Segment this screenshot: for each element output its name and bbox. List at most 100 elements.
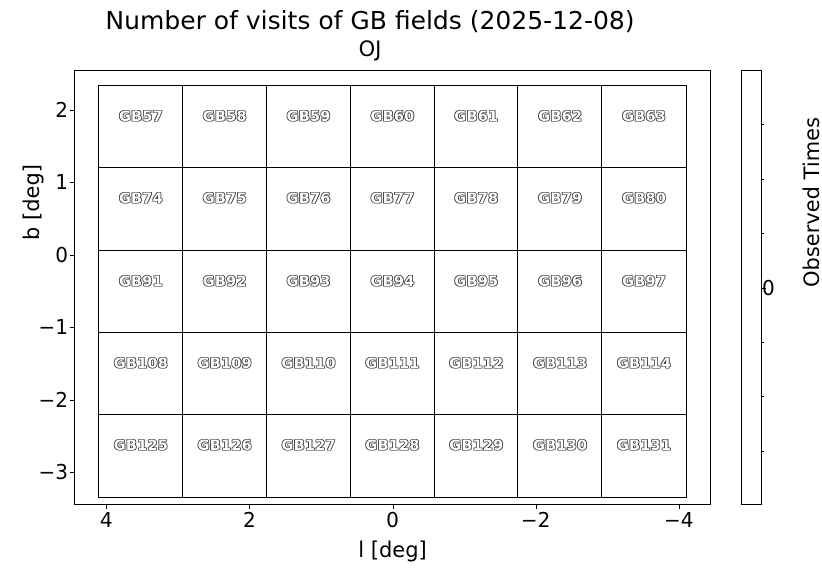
field-cell-label: GB58 xyxy=(202,109,247,126)
field-cell-label: GB126 xyxy=(197,438,252,455)
field-cell[interactable]: GB61 xyxy=(433,85,520,169)
field-cell[interactable]: GB93 xyxy=(265,249,352,334)
colorbar-minor-tick xyxy=(761,178,764,180)
field-cell[interactable]: GB113 xyxy=(517,331,603,416)
x-axis-tick-mark xyxy=(106,505,108,509)
field-cell-label: GB78 xyxy=(454,191,499,208)
field-cell-label: GB57 xyxy=(118,109,164,126)
field-cell[interactable]: GB74 xyxy=(98,167,184,252)
y-axis-tick-label: −1 xyxy=(38,315,68,340)
field-cell-label: GB129 xyxy=(449,438,504,455)
field-cell[interactable]: GB127 xyxy=(265,414,352,498)
field-cell-label: GB74 xyxy=(118,191,164,208)
y-axis-tick-label: −2 xyxy=(38,387,68,412)
y-axis-tick-mark xyxy=(70,109,74,111)
y-axis-tick-mark xyxy=(70,327,74,329)
field-cell[interactable]: GB125 xyxy=(98,414,184,498)
field-cell[interactable]: GB92 xyxy=(182,249,268,334)
field-cell[interactable]: GB63 xyxy=(601,85,687,169)
y-axis-tick-label: 2 xyxy=(55,97,68,122)
field-cell[interactable]: GB75 xyxy=(182,167,268,252)
colorbar-minor-tick xyxy=(761,124,764,126)
x-axis-tick-mark xyxy=(535,505,537,509)
field-cell-label: GB91 xyxy=(118,273,164,290)
chart-title: Number of visits of GB fields (2025-12-0… xyxy=(105,6,635,35)
field-cell[interactable]: GB77 xyxy=(349,167,436,252)
field-cell[interactable]: GB97 xyxy=(601,249,687,334)
field-cell[interactable]: GB110 xyxy=(265,331,352,416)
field-cell-label: GB96 xyxy=(538,273,583,290)
field-cell[interactable]: GB130 xyxy=(517,414,603,498)
x-axis-tick-label: −2 xyxy=(520,508,551,532)
field-cell-label: GB97 xyxy=(622,273,667,290)
field-cell-label: GB125 xyxy=(113,438,169,455)
field-cell[interactable]: GB91 xyxy=(98,249,184,334)
field-cell[interactable]: GB111 xyxy=(349,331,436,416)
field-cell-label: GB113 xyxy=(533,355,588,372)
colorbar-minor-tick xyxy=(761,341,764,343)
field-cell[interactable]: GB108 xyxy=(98,331,184,416)
field-cell-label: GB127 xyxy=(281,438,336,455)
field-cell[interactable]: GB128 xyxy=(349,414,436,498)
field-cell-label: GB131 xyxy=(616,438,672,455)
y-axis-tick-mark xyxy=(70,182,74,184)
field-cell-label: GB128 xyxy=(365,438,420,455)
field-cell[interactable]: GB80 xyxy=(601,167,687,252)
field-cell-label: GB59 xyxy=(286,109,331,126)
colorbar-tick-label: 0 xyxy=(762,275,775,300)
field-cell[interactable]: GB94 xyxy=(349,249,436,334)
field-cell-label: GB60 xyxy=(370,109,415,126)
y-axis-tick-label: 0 xyxy=(55,242,68,267)
field-cell[interactable]: GB114 xyxy=(601,331,687,416)
field-cell-label: GB93 xyxy=(286,273,331,290)
colorbar-minor-tick xyxy=(761,396,764,398)
field-cell-label: GB108 xyxy=(113,355,169,372)
x-axis-tick-mark xyxy=(249,505,251,509)
field-cell[interactable]: GB131 xyxy=(601,414,687,498)
field-cell-label: GB111 xyxy=(365,355,420,372)
field-cell[interactable]: GB96 xyxy=(517,249,603,334)
field-cell-label: GB75 xyxy=(202,191,247,208)
field-cell-label: GB114 xyxy=(616,355,672,372)
x-axis-label: l [deg] xyxy=(358,538,427,562)
field-cell[interactable]: GB57 xyxy=(98,85,184,169)
chart-subtitle: OJ xyxy=(358,37,382,61)
field-cell[interactable]: GB62 xyxy=(517,85,603,169)
field-cell-label: GB62 xyxy=(538,109,583,126)
field-cell-label: GB63 xyxy=(622,109,667,126)
y-axis-tick-mark xyxy=(70,399,74,401)
y-axis-tick-mark xyxy=(70,254,74,256)
field-cell-label: GB77 xyxy=(370,191,415,208)
colorbar xyxy=(741,70,762,505)
field-cell[interactable]: GB112 xyxy=(433,331,520,416)
field-cell[interactable]: GB76 xyxy=(265,167,352,252)
x-axis-tick-mark xyxy=(678,505,680,509)
field-cell[interactable]: GB109 xyxy=(182,331,268,416)
field-cell-label: GB110 xyxy=(281,355,336,372)
colorbar-major-tick xyxy=(761,287,766,289)
colorbar-minor-tick xyxy=(761,233,764,235)
y-axis-tick-label: 1 xyxy=(55,170,68,195)
field-cell[interactable]: GB79 xyxy=(517,167,603,252)
y-axis-tick-label: −3 xyxy=(38,460,68,485)
field-cell[interactable]: GB95 xyxy=(433,249,520,334)
colorbar-label: Observed Times xyxy=(800,116,822,288)
y-axis-label: b [deg] xyxy=(20,164,44,240)
field-cell-label: GB79 xyxy=(538,191,583,208)
field-cell[interactable]: GB126 xyxy=(182,414,268,498)
x-axis-tick-label: 0 xyxy=(386,508,399,532)
field-cell-label: GB109 xyxy=(197,355,252,372)
field-cell-label: GB94 xyxy=(370,273,415,290)
field-cell-label: GB130 xyxy=(533,438,588,455)
x-axis-tick-label: 4 xyxy=(99,508,113,532)
field-cell[interactable]: GB59 xyxy=(265,85,352,169)
field-cell[interactable]: GB60 xyxy=(349,85,436,169)
field-cell[interactable]: GB129 xyxy=(433,414,520,498)
x-axis-tick-label: −4 xyxy=(664,508,694,532)
field-cell-label: GB92 xyxy=(202,273,247,290)
field-cell[interactable]: GB58 xyxy=(182,85,268,169)
x-axis-tick-label: 2 xyxy=(242,508,256,532)
field-cell-label: GB95 xyxy=(454,273,499,290)
field-cell[interactable]: GB78 xyxy=(433,167,520,252)
